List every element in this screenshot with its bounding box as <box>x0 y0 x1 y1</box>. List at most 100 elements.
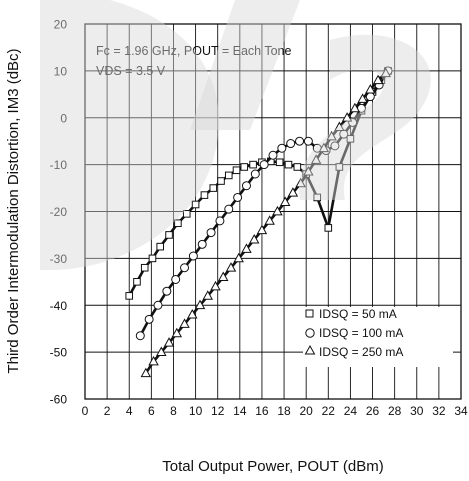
x-axis-title: Total Output Power, POUT (dBm) <box>162 458 383 475</box>
data-point-triangle <box>156 346 167 357</box>
data-point-circle <box>295 136 305 146</box>
data-point-square <box>191 200 200 209</box>
data-point-circle <box>339 129 349 139</box>
data-point-square <box>217 177 225 185</box>
data-point-circle <box>303 136 313 146</box>
y-tick-label: -20 <box>50 205 68 219</box>
legend-marker-square <box>305 309 314 318</box>
data-point-square <box>249 160 257 169</box>
x-tick-label: 16 <box>255 404 269 418</box>
data-point-square <box>165 231 173 239</box>
data-point-triangle <box>163 337 175 347</box>
y-tick-label: -50 <box>50 346 68 360</box>
data-point-triangle <box>194 299 206 310</box>
data-point-triangle <box>287 187 299 197</box>
x-tick-label: 2 <box>104 404 111 418</box>
data-point-square <box>140 263 149 272</box>
data-point-square <box>133 278 141 286</box>
y-tick-label: 10 <box>54 64 68 78</box>
data-point-square <box>148 254 157 263</box>
data-point-circle <box>153 300 163 310</box>
data-point-triangle <box>171 327 183 338</box>
data-point-triangle <box>248 233 260 244</box>
data-point-triangle <box>272 205 283 216</box>
x-tick-label: 30 <box>410 404 424 418</box>
data-point-square <box>200 191 209 199</box>
data-point-circle <box>330 141 340 151</box>
data-point-triangle <box>140 367 152 378</box>
data-point-circle <box>268 150 278 160</box>
data-point-circle <box>215 216 225 226</box>
y-axis-title: Third Order Intermodulation Distortion, … <box>5 48 22 373</box>
data-point-circle <box>233 192 243 202</box>
data-point-square <box>125 292 134 300</box>
data-point-triangle <box>303 166 314 176</box>
data-point-square <box>182 210 191 218</box>
legend: IDSQ = 50 mA IDSQ = 100 mA IDSQ = 250 mA <box>303 307 453 367</box>
data-point-triangle <box>341 112 353 122</box>
x-tick-label: 14 <box>233 404 247 418</box>
data-point-circle <box>206 228 216 238</box>
data-point-circle <box>180 263 190 273</box>
data-point-circle <box>224 204 234 214</box>
data-point-triangle <box>326 130 337 141</box>
legend-box <box>303 307 453 367</box>
data-point-square <box>156 242 164 251</box>
data-point-square <box>240 163 249 171</box>
data-point-square <box>313 193 322 202</box>
annotation-vds: VDS = 3.5 V <box>96 64 166 78</box>
x-tick-label: 20 <box>299 404 313 418</box>
data-point-square <box>174 219 182 228</box>
legend-label-50ma: IDSQ = 50 mA <box>319 307 397 321</box>
data-point-square <box>209 184 218 192</box>
x-tick-label: 32 <box>432 404 446 418</box>
data-point-square <box>346 135 355 143</box>
data-point-triangle <box>295 177 306 188</box>
data-point-circle <box>144 314 154 324</box>
y-tick-label: -30 <box>50 252 68 266</box>
data-point-circle <box>135 331 145 341</box>
x-tick-label: 4 <box>126 404 133 418</box>
data-point-circle <box>277 143 287 153</box>
data-point-triangle <box>264 215 275 225</box>
data-point-triangle <box>225 262 237 272</box>
data-point-circle <box>171 274 181 284</box>
legend-label-100ma: IDSQ = 100 mA <box>319 326 403 340</box>
x-tick-label: 28 <box>388 404 402 418</box>
y-tick-label: -40 <box>50 299 68 313</box>
data-point-square <box>324 224 333 232</box>
data-point-triangle <box>202 290 213 300</box>
data-point-triangle <box>310 154 322 164</box>
x-tick-label: 18 <box>277 404 291 418</box>
legend-label-250ma: IDSQ = 250 mA <box>319 345 403 359</box>
x-tick-label: 0 <box>82 404 89 418</box>
x-tick-label: 34 <box>454 404 468 418</box>
x-tick-label: 26 <box>366 404 380 418</box>
data-point-triangle <box>334 121 345 132</box>
data-point-square <box>224 171 233 180</box>
x-tick-label: 12 <box>211 404 225 418</box>
data-point-triangle <box>241 243 252 253</box>
data-point-square <box>284 160 293 169</box>
legend-item-100ma: IDSQ = 100 mA <box>305 326 403 340</box>
data-point-square <box>275 158 284 167</box>
data-point-triangle <box>279 196 291 207</box>
data-point-triangle <box>357 93 368 103</box>
data-point-circle <box>162 286 172 296</box>
data-point-triangle <box>187 308 198 319</box>
data-point-triangle <box>365 83 376 94</box>
y-tick-label: -10 <box>50 158 68 172</box>
data-point-circle <box>241 181 251 191</box>
data-point-triangle <box>217 271 229 282</box>
data-point-circle <box>197 239 207 249</box>
data-point-square <box>293 163 302 171</box>
annotation-conditions: Fc = 1.96 GHz, POUT = Each Tone <box>96 44 292 58</box>
x-tick-label: 6 <box>148 404 155 418</box>
x-tick-label: 10 <box>189 404 203 418</box>
data-point-circle <box>188 251 198 261</box>
legend-item-50ma: IDSQ = 50 mA <box>305 307 397 321</box>
data-point-triangle <box>179 318 190 328</box>
data-point-triangle <box>256 224 268 235</box>
data-point-square <box>232 166 241 175</box>
